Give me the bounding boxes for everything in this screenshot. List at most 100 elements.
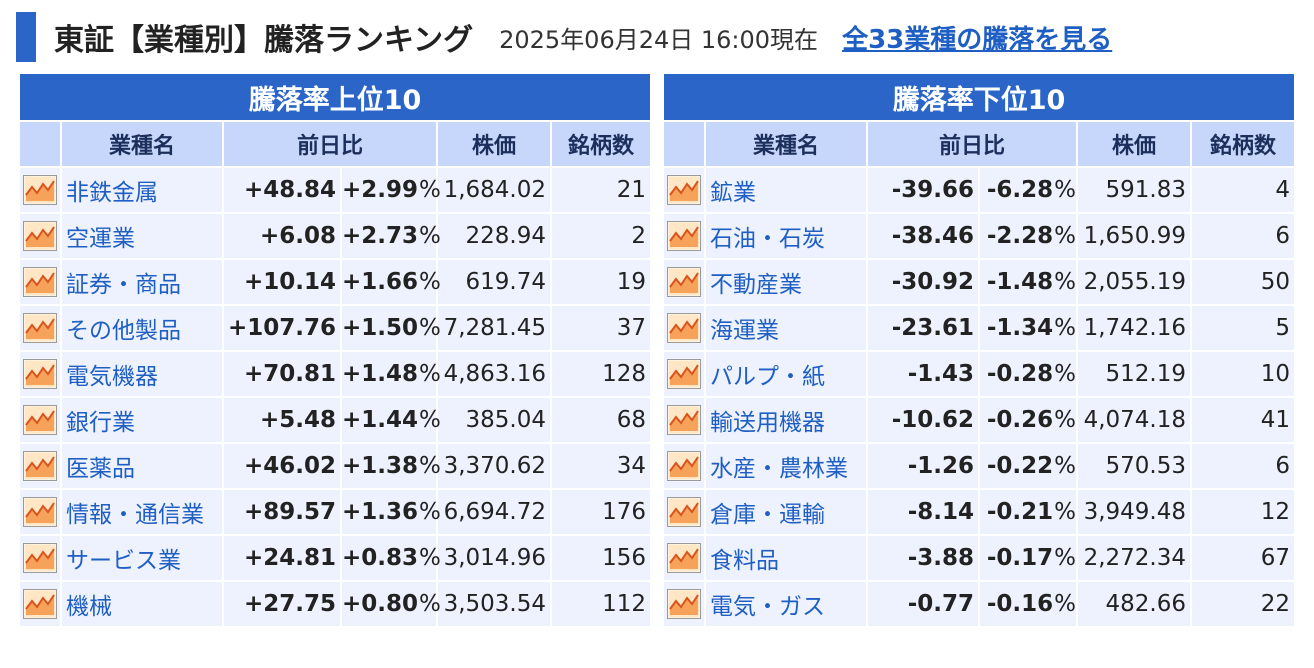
change-value: +10.14 (222, 258, 342, 306)
chart-icon[interactable] (667, 221, 701, 251)
change-value: +6.08 (222, 212, 342, 260)
change-percent: +0.80 (342, 591, 419, 617)
change-percent: -0.22 (986, 453, 1054, 479)
col-icon-header (18, 120, 62, 168)
stock-count: 19 (549, 258, 653, 306)
index-price: 3,949.48 (1076, 488, 1192, 536)
index-price: 228.94 (436, 212, 552, 260)
change-value: +107.76 (222, 304, 342, 352)
col-header-change: 前日比 (222, 120, 438, 168)
change-percent: -0.21 (986, 499, 1054, 525)
sector-name-link[interactable]: 空運業 (66, 226, 135, 252)
sector-name-link[interactable]: 石油・石炭 (710, 226, 825, 252)
index-price: 3,370.62 (436, 442, 552, 490)
page-title: 東証【業種別】騰落ランキング (54, 23, 474, 58)
change-value: -8.14 (866, 488, 980, 536)
change-value: +27.75 (222, 580, 342, 628)
chart-icon[interactable] (667, 543, 701, 573)
index-price: 512.19 (1076, 350, 1192, 398)
table-row: 鉱業 -39.66 -6.28% 591.83 4 (662, 166, 1297, 214)
index-price: 619.74 (436, 258, 552, 306)
sector-name-link[interactable]: 非鉄金属 (66, 180, 158, 206)
chart-icon[interactable] (23, 267, 57, 297)
stock-count: 6 (1189, 442, 1297, 490)
col-header-price: 株価 (1076, 120, 1192, 168)
sector-name-link[interactable]: 医薬品 (66, 456, 135, 482)
sector-name-link[interactable]: 情報・通信業 (66, 502, 204, 528)
table-row: 非鉄金属 +48.84 +2.99% 1,684.02 21 (18, 166, 653, 214)
sector-name-link[interactable]: 水産・農林業 (710, 456, 848, 482)
change-percent: +2.73 (342, 223, 419, 249)
index-price: 2,055.19 (1076, 258, 1192, 306)
sector-name-link[interactable]: パルプ・紙 (710, 364, 825, 390)
bottom10-caption: 騰落率下位10 (661, 72, 1297, 122)
change-value: -1.43 (866, 350, 980, 398)
stock-count: 128 (549, 350, 653, 398)
chart-icon[interactable] (667, 359, 701, 389)
top10-table: 騰落率上位10 業種名 前日比 株価 銘柄数 非鉄金属 +48.84 +2.99% 1… (17, 72, 653, 628)
change-percent: +1.44 (342, 407, 419, 433)
chart-icon[interactable] (23, 359, 57, 389)
percent-sign: % (419, 269, 441, 295)
index-price: 591.83 (1076, 166, 1192, 214)
header-accent-bar (16, 12, 36, 62)
change-value: +89.57 (222, 488, 342, 536)
change-value: +5.48 (222, 396, 342, 444)
index-price: 385.04 (436, 396, 552, 444)
table-row: 輸送用機器 -10.62 -0.26% 4,074.18 41 (662, 396, 1297, 444)
sector-name-link[interactable]: その他製品 (66, 318, 181, 344)
table-row: 医薬品 +46.02 +1.38% 3,370.62 34 (18, 442, 653, 490)
index-price: 3,014.96 (436, 534, 552, 582)
index-price: 1,650.99 (1076, 212, 1192, 260)
percent-sign: % (419, 545, 441, 571)
sector-name-link[interactable]: 電気機器 (66, 364, 158, 390)
table-row: その他製品 +107.76 +1.50% 7,281.45 37 (18, 304, 653, 352)
sector-name-link[interactable]: 銀行業 (66, 410, 135, 436)
chart-icon[interactable] (23, 313, 57, 343)
chart-icon[interactable] (23, 175, 57, 205)
sector-name-link[interactable]: 倉庫・運輸 (710, 502, 825, 528)
change-percent: -0.28 (986, 361, 1054, 387)
chart-icon[interactable] (667, 267, 701, 297)
chart-icon[interactable] (23, 497, 57, 527)
chart-icon[interactable] (667, 497, 701, 527)
sector-name-link[interactable]: サービス業 (66, 548, 181, 574)
sector-name-link[interactable]: 海運業 (710, 318, 779, 344)
table-row: 機械 +27.75 +0.80% 3,503.54 112 (18, 580, 653, 628)
col-header-name: 業種名 (60, 120, 224, 168)
table-row: 倉庫・運輸 -8.14 -0.21% 3,949.48 12 (662, 488, 1297, 536)
stock-count: 22 (1189, 580, 1297, 628)
chart-icon[interactable] (23, 221, 57, 251)
sector-name-link[interactable]: 鉱業 (710, 180, 756, 206)
sector-name-link[interactable]: 不動産業 (710, 272, 802, 298)
sector-name-link[interactable]: 機械 (66, 594, 112, 620)
chart-icon[interactable] (667, 175, 701, 205)
stock-count: 156 (549, 534, 653, 582)
change-percent: +0.83 (342, 545, 419, 571)
chart-icon[interactable] (23, 451, 57, 481)
sector-name-link[interactable]: 輸送用機器 (710, 410, 825, 436)
index-price: 6,694.72 (436, 488, 552, 536)
chart-icon[interactable] (667, 313, 701, 343)
change-percent: -1.48 (986, 269, 1054, 295)
chart-icon[interactable] (667, 589, 701, 619)
change-percent: +1.38 (342, 453, 419, 479)
chart-icon[interactable] (23, 589, 57, 619)
change-value: -23.61 (866, 304, 980, 352)
chart-icon[interactable] (667, 451, 701, 481)
sector-name-link[interactable]: 電気・ガス (710, 594, 825, 620)
sector-name-link[interactable]: 証券・商品 (66, 272, 181, 298)
stock-count: 68 (549, 396, 653, 444)
stock-count: 50 (1189, 258, 1297, 306)
chart-icon[interactable] (23, 543, 57, 573)
change-percent: -2.28 (986, 223, 1054, 249)
percent-sign: % (1054, 453, 1076, 479)
change-percent: -6.28 (986, 177, 1054, 203)
all-sectors-link[interactable]: 全33業種の騰落を見る (842, 24, 1113, 55)
sector-name-link[interactable]: 食料品 (710, 548, 779, 574)
chart-icon[interactable] (667, 405, 701, 435)
change-value: -39.66 (866, 166, 980, 214)
chart-icon[interactable] (23, 405, 57, 435)
percent-sign: % (1054, 269, 1076, 295)
index-price: 1,684.02 (436, 166, 552, 214)
